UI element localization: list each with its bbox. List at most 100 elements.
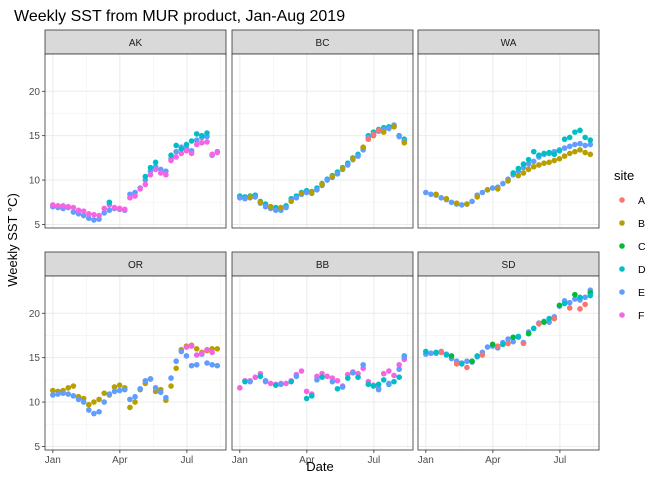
data-point (324, 177, 330, 183)
data-point (80, 399, 87, 405)
legend-key-e (619, 289, 625, 295)
data-point (438, 349, 445, 356)
data-point (262, 203, 269, 210)
data-point (85, 210, 92, 217)
data-point (546, 149, 552, 156)
data-point (242, 195, 248, 202)
x-tick-label: Jan (418, 455, 434, 466)
series-sd-d (423, 292, 594, 367)
series-wa-d (510, 127, 594, 176)
data-point (168, 375, 174, 381)
data-point (70, 383, 77, 389)
data-point (530, 158, 537, 165)
data-point (173, 365, 179, 372)
data-point (505, 340, 511, 347)
data-point (178, 150, 185, 157)
data-point (438, 195, 445, 201)
data-point (193, 137, 200, 143)
y-tick-label: 10 (29, 398, 41, 409)
x-axis-title: Date (306, 459, 333, 474)
x-tick-label: Jan (45, 455, 61, 466)
data-point (111, 204, 118, 211)
panel-border (231, 275, 414, 451)
data-point (278, 204, 284, 211)
data-point (375, 127, 382, 134)
data-point (448, 353, 455, 359)
data-point (582, 301, 588, 308)
data-point (391, 123, 397, 130)
y-tick-label: 10 (29, 176, 41, 187)
data-point (474, 353, 481, 359)
data-point (350, 369, 356, 376)
data-point (267, 380, 274, 387)
legend-label: D (638, 264, 646, 276)
data-point (386, 380, 392, 387)
data-point (137, 186, 143, 192)
data-point (247, 194, 253, 200)
data-point (101, 210, 108, 216)
data-point (116, 205, 123, 212)
data-point (188, 150, 195, 157)
data-point (142, 173, 149, 180)
data-point (380, 129, 387, 135)
facet-panel-or: OR 5 10 15 20 Jan Apr Jul (29, 251, 227, 466)
data-point (127, 195, 133, 201)
data-point (582, 134, 588, 141)
data-point (458, 361, 465, 367)
data-point (91, 211, 97, 218)
data-point (101, 399, 108, 405)
data-point (551, 315, 558, 322)
data-point (168, 157, 174, 164)
data-point (561, 300, 568, 307)
facet-strip (44, 29, 227, 55)
data-point (204, 346, 210, 353)
data-point (582, 294, 588, 301)
panel-border (417, 275, 600, 451)
data-point (252, 374, 259, 381)
data-point (329, 378, 336, 385)
data-point (566, 143, 573, 150)
data-point (551, 151, 558, 158)
data-point (536, 162, 542, 168)
data-point (308, 393, 315, 399)
data-point (525, 161, 532, 167)
data-point (204, 139, 210, 145)
data-point (520, 170, 527, 176)
data-point (199, 350, 205, 357)
data-point (319, 374, 325, 381)
data-point (173, 148, 179, 155)
data-point (111, 388, 118, 395)
data-point (70, 209, 77, 215)
legend-label: E (638, 287, 645, 299)
data-point (510, 338, 516, 345)
data-point (530, 325, 537, 332)
legend-label: C (638, 241, 646, 253)
data-point (572, 129, 578, 135)
data-point (152, 385, 159, 391)
data-point (178, 348, 185, 355)
data-point (199, 139, 205, 146)
data-point (566, 305, 573, 311)
panel-border (44, 53, 227, 229)
facet-panel-bc: BC (231, 29, 414, 229)
data-point (60, 203, 66, 209)
data-point (137, 385, 143, 392)
legend-key-c (619, 243, 625, 249)
facet-strip-label: BB (316, 260, 330, 271)
data-point (339, 165, 346, 172)
data-point (214, 362, 221, 369)
x-tick-label: Apr (485, 455, 501, 466)
series-ak-f (50, 139, 221, 219)
data-point (510, 170, 516, 176)
data-point (505, 178, 511, 184)
data-point (193, 141, 200, 148)
data-point (288, 198, 295, 205)
data-point (401, 353, 408, 360)
data-point (121, 206, 128, 213)
data-point (188, 362, 195, 369)
data-point (365, 136, 372, 143)
data-point (85, 401, 92, 408)
data-point (541, 150, 547, 157)
data-point (303, 189, 310, 196)
data-point (272, 382, 279, 388)
